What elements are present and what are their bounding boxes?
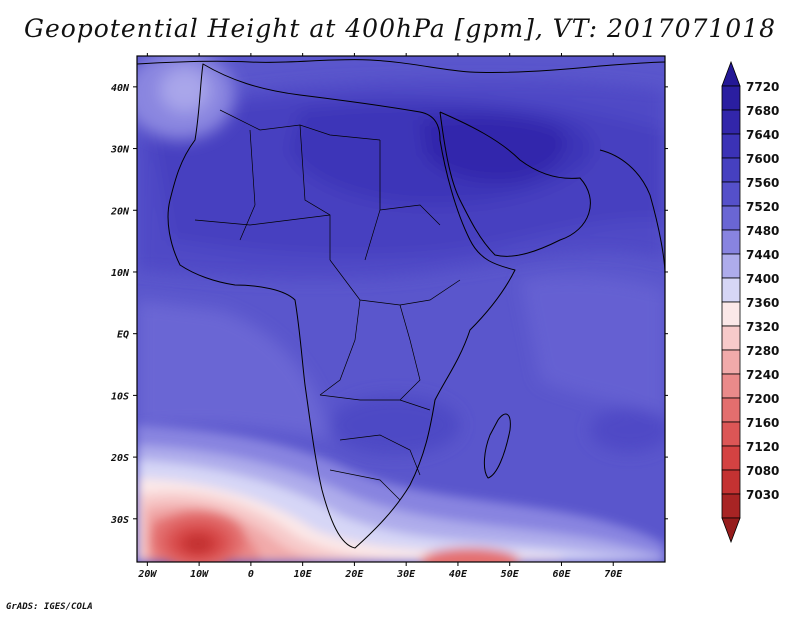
arabia-coastline bbox=[439, 111, 591, 257]
field-light-nw-inner bbox=[160, 68, 210, 112]
colorbar-top-arrow bbox=[721, 60, 741, 87]
field-light-ocean bbox=[137, 300, 330, 440]
europe-coastline bbox=[137, 59, 665, 74]
colorbar-swatch bbox=[721, 229, 741, 255]
border-line bbox=[399, 304, 421, 401]
colorbar-label: 7360 bbox=[746, 296, 779, 310]
grads-credit: GrADS: IGES/COLA bbox=[6, 602, 93, 612]
colorbar: 7720 7680 7640 7600 7560 7520 7480 7440 7400 7360… bbox=[721, 60, 779, 544]
lon-tick-label: 0 bbox=[248, 569, 254, 580]
border-line bbox=[339, 434, 421, 476]
colorbar-swatch bbox=[721, 181, 741, 207]
lon-tick-label: 70E bbox=[604, 569, 623, 580]
colorbar-label: 7080 bbox=[746, 464, 779, 478]
lon-tick-label: 20W bbox=[137, 569, 157, 580]
latitude-axis: 40N 30N 20N 10N EQ 10S 20S 30S bbox=[110, 83, 668, 526]
colorbar-label: 7160 bbox=[746, 416, 779, 430]
field-south-low-east bbox=[420, 548, 520, 562]
colorbar-label: 7480 bbox=[746, 224, 779, 238]
colorbar-swatch bbox=[721, 157, 741, 183]
colorbar-bottom-arrow bbox=[721, 517, 741, 544]
field-band-7680 bbox=[420, 115, 566, 182]
lon-tick-label: 10E bbox=[294, 569, 313, 580]
lat-tick-label: 20N bbox=[110, 206, 130, 217]
border-line bbox=[194, 214, 331, 226]
border-line bbox=[299, 124, 331, 260]
colorbar-label: 7320 bbox=[746, 320, 779, 334]
lon-tick-label: 50E bbox=[501, 569, 520, 580]
border-line bbox=[239, 129, 256, 241]
border-line bbox=[319, 394, 431, 411]
map-title: Geopotential Height at 400hPa [gpm], VT:… bbox=[23, 14, 777, 43]
country-borders bbox=[194, 109, 461, 501]
africa-coastline bbox=[167, 63, 516, 549]
colorbar-label: 7720 bbox=[746, 80, 779, 94]
colorbar-swatch bbox=[721, 445, 741, 471]
lon-tick-label: 20E bbox=[344, 569, 364, 580]
field-dark-madagascar bbox=[590, 408, 665, 452]
coastlines bbox=[137, 59, 665, 549]
lat-tick-label: 40N bbox=[111, 83, 130, 94]
colorbar-swatch bbox=[721, 373, 741, 399]
colorbar-swatch bbox=[721, 421, 741, 447]
field-light-east bbox=[520, 275, 665, 420]
colorbar-swatch bbox=[721, 133, 741, 159]
lon-tick-label: 10W bbox=[190, 569, 209, 580]
lat-tick-label: 10N bbox=[111, 268, 130, 279]
colorbar-label: 7280 bbox=[746, 344, 779, 358]
colorbar-label: 7560 bbox=[746, 176, 779, 190]
colorbar-swatch bbox=[721, 253, 741, 279]
lon-tick-label: 60E bbox=[552, 569, 571, 580]
lat-tick-label: 10S bbox=[111, 391, 129, 402]
colorbar-label: 7120 bbox=[746, 440, 779, 454]
lat-tick-label: 30N bbox=[110, 145, 130, 156]
lat-tick-label: 30S bbox=[110, 515, 129, 526]
lat-tick-label: 20S bbox=[110, 453, 129, 464]
colorbar-label: 7200 bbox=[746, 392, 779, 406]
colorbar-swatch bbox=[721, 493, 741, 519]
colorbar-label: 7400 bbox=[746, 272, 779, 286]
field-dark-southern-africa bbox=[330, 395, 460, 455]
colorbar-label: 7240 bbox=[746, 368, 779, 382]
colorbar-label: 7030 bbox=[746, 488, 779, 502]
lon-tick-label: 40E bbox=[449, 569, 468, 580]
colorbar-label: 7640 bbox=[746, 128, 779, 142]
lat-tick-label: EQ bbox=[117, 330, 129, 341]
madagascar-coastline bbox=[483, 413, 511, 479]
border-line bbox=[319, 299, 361, 396]
field-band-7080 bbox=[184, 535, 212, 553]
colorbar-label: 7680 bbox=[746, 104, 779, 118]
colorbar-label: 7440 bbox=[746, 248, 779, 262]
colorbar-swatch bbox=[721, 301, 741, 327]
colorbar-swatch bbox=[721, 469, 741, 495]
colorbar-swatch bbox=[721, 109, 741, 135]
lon-tick-label: 30E bbox=[396, 569, 416, 580]
border-line bbox=[329, 469, 401, 501]
colorbar-label: 7520 bbox=[746, 200, 779, 214]
longitude-axis: 20W 10W 0 10E 20E 30E 40E 50E 60E 70E bbox=[137, 53, 623, 580]
colorbar-swatch bbox=[721, 205, 741, 231]
colorbar-swatch bbox=[721, 397, 741, 423]
colorbar-swatch bbox=[721, 349, 741, 375]
india-coastline bbox=[599, 149, 665, 276]
colorbar-swatch bbox=[721, 85, 741, 111]
border-line bbox=[379, 204, 441, 226]
colorbar-swatch bbox=[721, 277, 741, 303]
plot-frame bbox=[136, 55, 666, 563]
colorbar-swatch bbox=[721, 325, 741, 351]
colorbar-label: 7600 bbox=[746, 152, 779, 166]
